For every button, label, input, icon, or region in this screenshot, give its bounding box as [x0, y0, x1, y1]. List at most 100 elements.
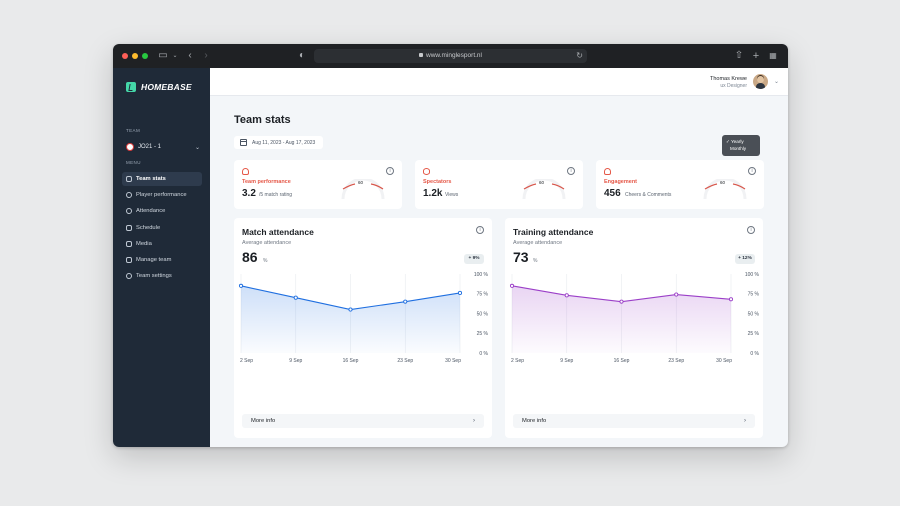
attendance-unit: %	[263, 258, 268, 264]
browser-window: ▭ ⌄ ‹ › ◐ www.minglesport.nl ↻ ⇧ + ▦ HOM…	[113, 44, 788, 447]
y-tick-label: 75 %	[477, 292, 489, 298]
match-attendance-card: Match attendance Average attendance 86 %…	[234, 218, 492, 438]
x-tick-label: 2 Sep	[240, 358, 253, 363]
stat-card-spectators: Spectators 1.2k Views 60 i	[415, 160, 583, 209]
gauge-value: 60	[539, 180, 545, 185]
trend-badge: + 12%	[735, 254, 755, 264]
x-tick-label: 16 Sep	[614, 358, 630, 363]
info-icon[interactable]: i	[747, 226, 755, 234]
sidebar-item-schedule[interactable]: Schedule	[122, 221, 202, 235]
gauge-value: 60	[358, 180, 364, 185]
more-info-button[interactable]: More info ›	[242, 414, 484, 428]
gauge-value: 60	[720, 180, 726, 185]
sidebar-item-media[interactable]: Media	[122, 237, 202, 251]
close-window-button[interactable]	[122, 53, 128, 59]
team-name: JO21 - 1	[138, 144, 162, 150]
info-icon[interactable]: i	[476, 226, 484, 234]
x-tick-label: 9 Sep	[289, 358, 302, 363]
sidebar-item-label: Attendance	[136, 208, 166, 215]
reload-icon[interactable]: ↻	[576, 51, 583, 60]
y-tick-label: 100 %	[474, 272, 489, 278]
info-icon[interactable]: i	[567, 167, 575, 175]
sidebar-item-player-performance[interactable]: Player performance	[122, 188, 202, 202]
gauge-chart	[703, 179, 747, 200]
data-point	[674, 292, 679, 297]
card-title: Training attendance	[513, 227, 594, 237]
minimize-window-button[interactable]	[132, 53, 138, 59]
calendar-icon	[240, 139, 247, 146]
team-caption: TEAM	[126, 128, 141, 133]
sidebar-item-label: Player performance	[136, 192, 187, 199]
training-attendance-chart: 100 % 75 % 50 % 25 % 0 % 2 Sep 9 Sep 16 Sep 23 S…	[509, 272, 760, 363]
stat-value: 1.2k	[423, 188, 443, 199]
period-dropdown[interactable]: ✓ Yearly Monthly	[722, 135, 760, 156]
data-point	[564, 293, 569, 298]
new-tab-icon[interactable]: +	[752, 50, 760, 62]
more-info-button[interactable]: More info ›	[513, 414, 755, 428]
location-icon	[126, 192, 132, 199]
sidebar-item-manage-team[interactable]: Manage team	[122, 253, 202, 267]
card-subtitle: Average attendance	[242, 240, 292, 246]
date-range-picker[interactable]: Aug 11, 2023 - Aug 17, 2023	[234, 136, 323, 149]
info-icon[interactable]: i	[748, 167, 756, 175]
y-tick-label: 0 %	[750, 351, 759, 357]
brand-logo[interactable]: HOMEBASE	[126, 81, 192, 93]
sidebar-item-team-stats[interactable]: Team stats	[122, 172, 202, 186]
sidebar-item-label: Team settings	[136, 273, 172, 280]
period-option-yearly[interactable]: ✓ Yearly	[726, 139, 744, 144]
brand-name: HOMEBASE	[141, 82, 192, 92]
sidebar-toggle-icon[interactable]: ▭	[158, 50, 168, 61]
data-point	[403, 299, 408, 304]
chevron-down-icon[interactable]: ⌄	[773, 79, 779, 85]
url-text: www.minglesport.nl	[426, 52, 482, 59]
stat-label: Spectators	[423, 179, 452, 185]
eye-icon	[423, 168, 430, 175]
chevron-down-icon[interactable]: ⌄	[172, 53, 178, 59]
y-tick-label: 0 %	[479, 351, 488, 357]
stat-value: 3.2	[242, 188, 256, 199]
stat-unit: /5 match rating	[259, 192, 293, 198]
stat-value: 456	[604, 188, 621, 199]
chevron-right-icon: ›	[744, 418, 746, 424]
logo-icon	[126, 82, 136, 92]
image-icon	[126, 240, 132, 247]
more-info-label: More info	[522, 418, 547, 424]
sidebar-item-label: Team stats	[136, 176, 166, 182]
match-attendance-chart: 100 % 75 % 50 % 25 % 0 % 2 Sep 9 Sep 16 Sep 23 S…	[238, 272, 489, 363]
privacy-shield-icon[interactable]: ◐	[298, 50, 306, 61]
x-tick-label: 30 Sep	[445, 358, 461, 363]
stat-label: Engagement	[604, 179, 638, 185]
lock-icon	[419, 53, 423, 57]
stat-label: Team performance	[242, 179, 291, 185]
check-circle-icon	[126, 208, 132, 215]
y-tick-label: 100 %	[745, 272, 760, 278]
data-point	[619, 299, 624, 304]
info-icon[interactable]: i	[386, 167, 394, 175]
chevron-right-icon: ›	[473, 418, 475, 424]
flame-icon	[242, 168, 249, 175]
chevron-down-icon: ⌄	[194, 144, 200, 151]
sidebar-item-team-settings[interactable]: Team settings	[122, 269, 202, 283]
gauge-chart	[522, 179, 566, 200]
avatar[interactable]	[753, 74, 768, 89]
sidebar-item-attendance[interactable]: Attendance	[122, 204, 202, 218]
back-icon[interactable]: ‹	[188, 50, 192, 61]
x-tick-label: 16 Sep	[343, 358, 359, 363]
x-tick-label: 23 Sep	[668, 358, 684, 363]
tab-overview-icon[interactable]: ▦	[769, 51, 777, 60]
series-area	[512, 285, 731, 353]
forward-icon[interactable]: ›	[204, 50, 208, 61]
sidebar-nav: Team stats Player performance Attendance…	[122, 172, 202, 285]
maximize-window-button[interactable]	[142, 53, 148, 59]
team-badge-icon	[126, 143, 134, 151]
gauge-chart	[341, 179, 385, 200]
sidebar-item-label: Schedule	[136, 224, 161, 231]
team-selector[interactable]: JO21 - 1 ⌄	[126, 142, 200, 152]
card-subtitle: Average attendance	[513, 240, 563, 246]
period-option-monthly[interactable]: Monthly	[730, 146, 747, 151]
address-bar[interactable]: www.minglesport.nl ↻	[314, 49, 587, 63]
share-icon[interactable]: ⇧	[734, 50, 744, 61]
more-info-label: More info	[251, 418, 276, 424]
data-point	[509, 283, 515, 288]
sidebar: HOMEBASE TEAM JO21 - 1 ⌄ MENU Team stats…	[113, 68, 210, 447]
